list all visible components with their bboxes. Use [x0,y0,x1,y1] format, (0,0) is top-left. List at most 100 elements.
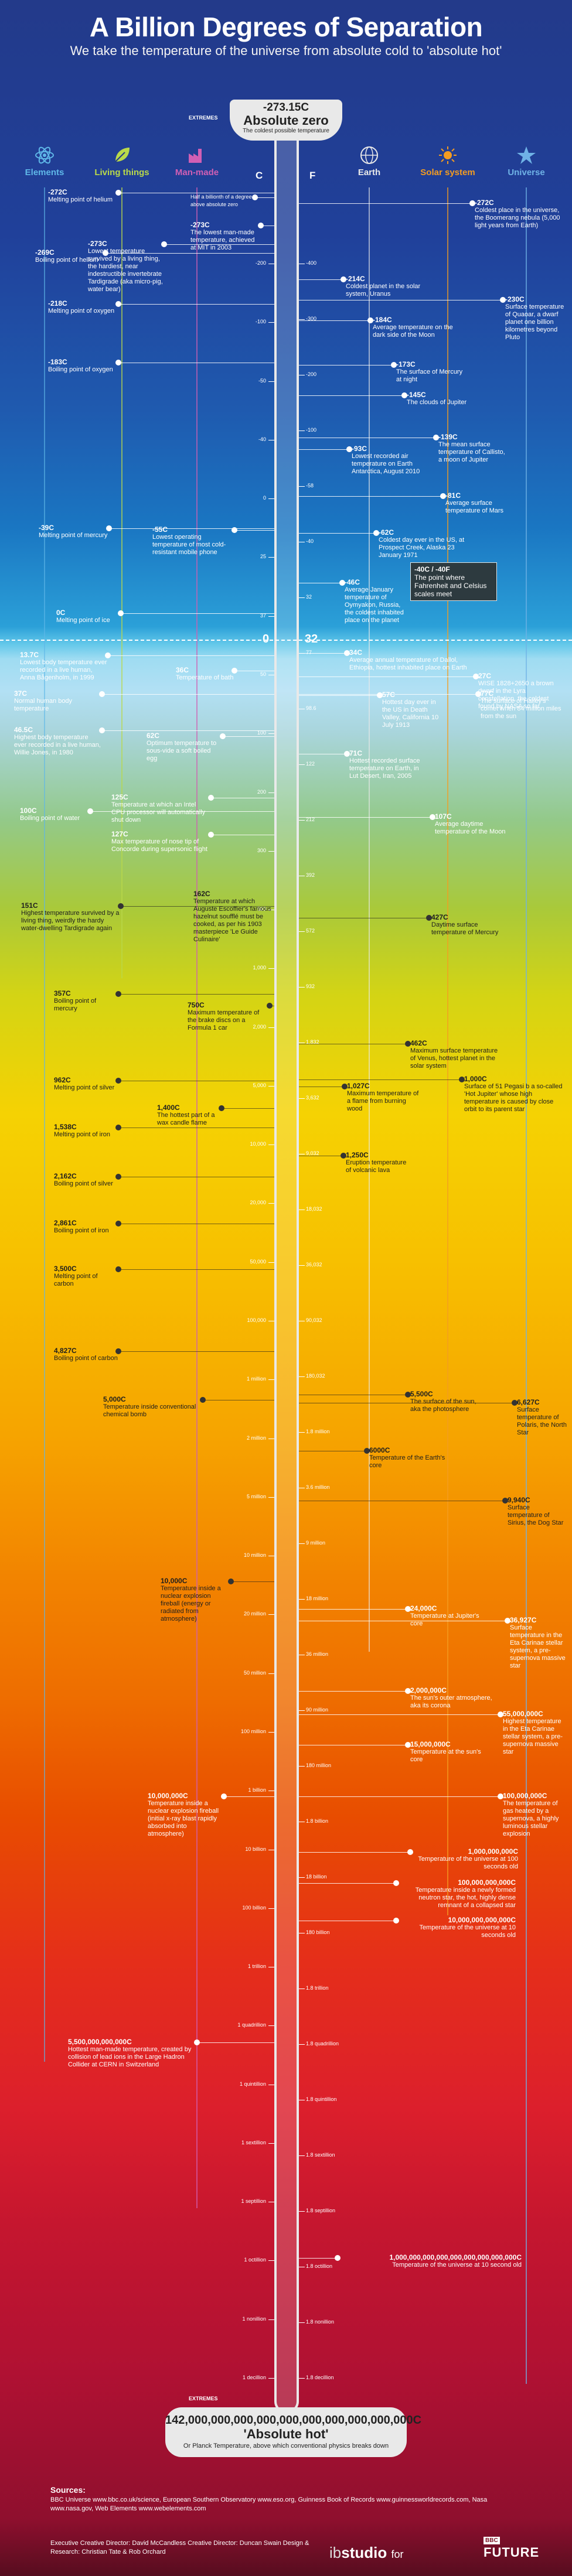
scale-tick-c [268,1673,274,1674]
scale-label-f: -400 [306,260,317,266]
event-dot [342,1084,348,1089]
scale-label-f: 1.8 septillion [306,2208,336,2213]
scale-label-c: 20 million [243,1611,266,1617]
scale-tick-c [268,381,274,382]
event-connector-line [299,2258,338,2259]
scale-tick-c [268,968,274,969]
scale-label-f: 932 [306,983,315,989]
scale-label-f: 572 [306,928,315,934]
event-mercury-boil: 357C Boiling point of mercury [54,989,97,1013]
event-connector-line [118,1269,274,1270]
scale-label-f: 1,832 [306,1039,319,1045]
event-normal-body-temp: 37C Normal human body temperature [14,689,73,713]
scale-tick-f [299,597,305,598]
scale-tick-c [268,2319,274,2320]
scale-label-f: 392 [306,872,315,878]
event-hot-jupiter: 1,000C Surface of 51 Pegasi b a so-called… [464,1075,563,1113]
event-dot [219,1105,224,1111]
event-dot [228,1579,234,1584]
event-dot [373,530,379,536]
living-column-line [121,187,122,978]
scale-label-c: 1 million [246,1376,266,1382]
category-man-made: Man-made [162,145,232,178]
scale-label-c: 1 octillion [244,2257,266,2263]
scale-tick-f [299,764,305,765]
event-fission-fireball: 10,000C Temperature inside a nuclear expl… [161,1577,221,1623]
event-dot [502,1498,508,1504]
scale-label-c: 1 sextillion [241,2139,266,2145]
event-connector-line [224,1796,274,1797]
scale-tick-c [268,2025,274,2027]
absolute-hot-label: 'Absolute hot' [243,2427,329,2441]
event-dot [393,1880,399,1886]
credits-text: Executive Creative Director: David McCan… [50,2540,309,2555]
scale-tick-c [268,1203,274,1204]
event-dot [106,525,112,531]
event-connector-line [102,694,274,695]
event-callisto: -139C The mean surface temperature of Cal… [438,433,505,464]
event-dot [118,903,124,909]
event-mit-note: Half a billionth of a degree above absol… [190,194,252,207]
event-connector-line [118,1351,274,1352]
event-dot [405,1392,411,1398]
event-oymyakon: -46C Average January temperature of Oymya… [345,578,404,624]
event-connector-line [299,1714,501,1715]
event-dot [498,1793,503,1799]
event-helium-melt: -272C Melting point of helium [48,188,113,204]
event-dot [393,1918,399,1924]
event-connector-line [105,253,274,254]
event-dot [200,1397,206,1403]
scale-tick-c [268,2378,274,2379]
event-dot [231,527,237,533]
scale-tick-f [299,1599,305,1600]
category-label: Universe [508,168,545,177]
scale-label-c: 20,000 [250,1200,266,1206]
scale-tick-f [299,2211,305,2212]
event-dot [500,297,506,303]
event-boomerang-nebula: -272C Coldest place in the universe, the … [475,199,560,230]
event-dot [115,1221,121,1226]
scale-tick-f [299,1877,305,1878]
event-death-valley: 57C Hottest day ever in the US in Death V… [382,691,439,729]
event-connector-line [121,613,274,614]
event-tardigrade-hot: 151C Highest temperature survived by a li… [21,901,120,932]
scale-tick-f [299,2378,305,2379]
event-connector-line [299,694,478,695]
event-dot [87,808,93,814]
event-souffle-oven: 162C Temperature at which Auguste Escoffi… [193,890,271,944]
event-dot [405,1606,411,1612]
scale-tick-f [299,1766,305,1767]
scale-label-f: -100 [306,427,317,433]
event-dot [344,751,350,757]
event-dot [430,814,435,820]
earth-column-line [369,187,370,1652]
scale-tick-f [299,2155,305,2156]
event-dot [105,652,111,658]
scale-label-c: -40 [258,436,266,442]
scale-tick-c [268,850,274,852]
category-solar-system: Solar system [413,145,483,178]
event-earth-core: 6000C Temperature of the Earth's core [369,1446,445,1470]
scale-label-c: 10 billion [245,1846,266,1852]
scale-label-f: 36 million [306,1651,329,1657]
event-connector-line [299,1883,396,1884]
event-connector-line [299,695,380,696]
event-dot [221,1793,227,1799]
scale-label-c: 100 [257,730,266,736]
event-dot [194,2039,200,2045]
sources-text: BBC Universe www.bbc.co.uk/science, Euro… [50,2496,488,2512]
event-moon-day: 107C Average daytime temperature of the M… [435,812,506,836]
event-dot [405,1688,411,1694]
event-oxygen-melt: -218C Melting point of oxygen [48,299,115,315]
event-dot [377,692,383,698]
scale-label-c: -200 [255,260,266,266]
scale-label-f: 180 million [306,1762,332,1768]
event-dot [405,1742,411,1748]
scale-label-c: 10,000 [250,1141,266,1147]
scale-label-f: 180,032 [306,1373,325,1379]
event-connector-line [164,244,274,245]
sources-heading: Sources: [50,2485,86,2495]
scale-tick-f [299,1432,305,1433]
event-connector-line [299,817,433,818]
event-bath: 36C Temperature of bath [176,666,234,682]
